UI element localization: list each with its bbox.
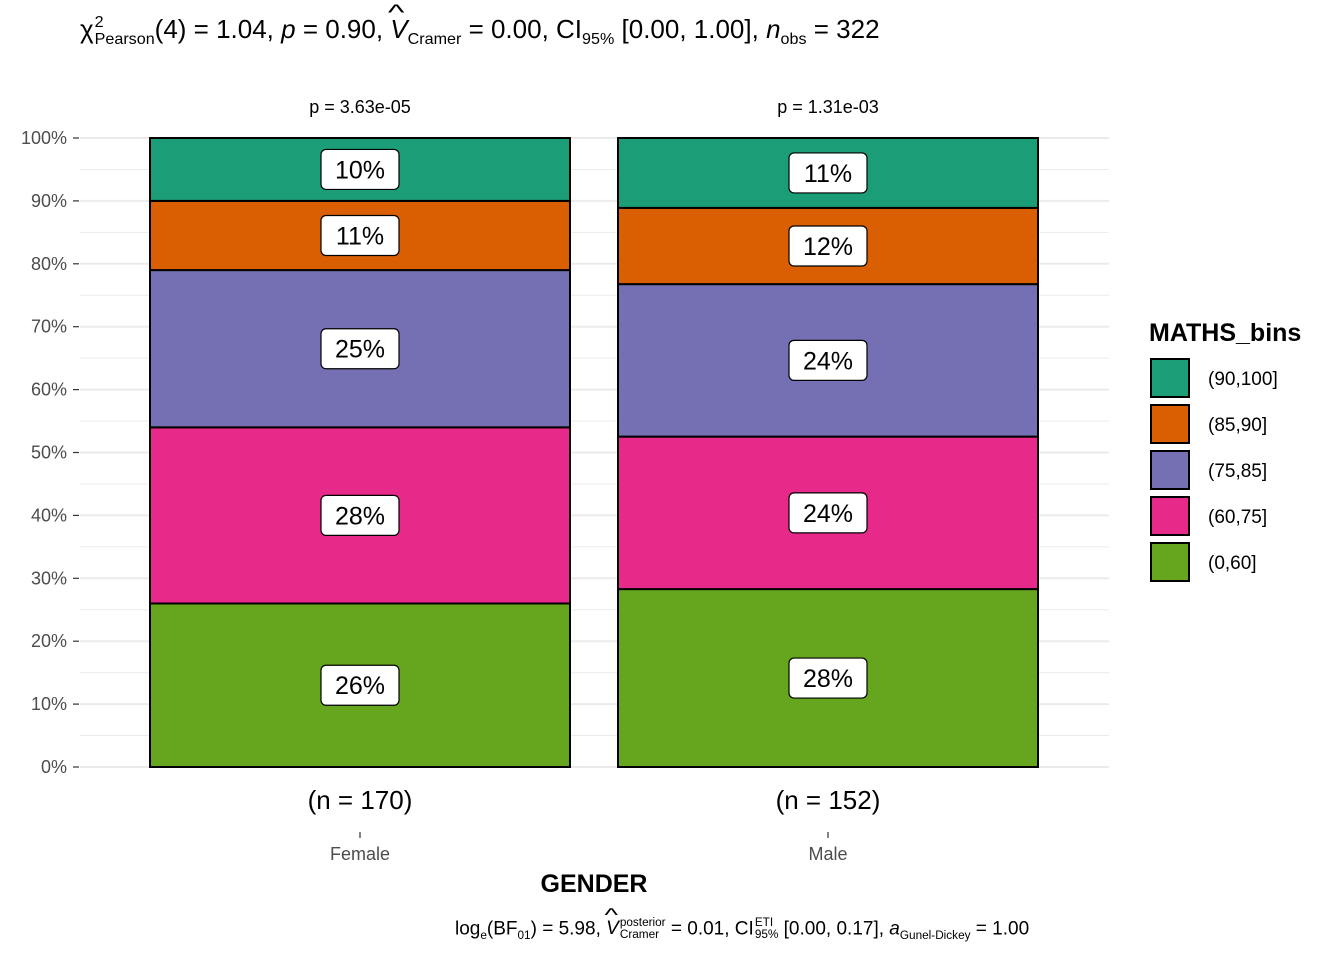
legend-swatch [1150, 542, 1190, 582]
chi-symbol: χ [80, 13, 94, 44]
legend-label: (75,85] [1208, 461, 1268, 482]
y-axis: 0% 10% 20% 30% 40% 50% 60% 70% 80% 90% 100% [21, 128, 79, 777]
legend-item: (60,75] [1150, 496, 1340, 540]
x-axis-title: GENDER [541, 870, 648, 898]
y-tick-label: 30% [31, 568, 67, 588]
legend-swatch [1150, 450, 1190, 490]
data-label-box [320, 494, 400, 536]
category-count: (n = 170) [308, 785, 413, 815]
legend-swatch [1150, 404, 1190, 444]
title-n-value: = 322 [806, 13, 880, 44]
cap-bf-value: ) = 5.98, [530, 918, 607, 940]
title-v-sub: Cramer [407, 29, 462, 48]
data-label-box [320, 664, 400, 706]
data-label-box [788, 492, 868, 534]
cap-v-value: = 0.01, CI [665, 918, 754, 940]
data-label-box [788, 339, 868, 381]
data-label: 24% [803, 500, 853, 528]
x-axis: p = 3.63e-05 (n = 170) Female p = 1.31e-03 (… [308, 97, 881, 898]
title-v-value: = 0.00, CI [461, 13, 583, 44]
data-label: 12% [803, 233, 853, 261]
legend-item: (85,90] [1150, 404, 1340, 448]
data-label: 28% [803, 665, 853, 693]
legend-item: (75,85] [1150, 450, 1340, 494]
cap-bf: (BF [486, 918, 518, 940]
title-ci-sub: 95% [582, 29, 615, 48]
legend-label: (85,90] [1208, 415, 1268, 436]
data-labels: 26% 28% 25% 11% 10% 28% 24% 24% 12% 11% [320, 148, 868, 706]
legend-title: MATHS_bins [1149, 319, 1302, 347]
data-label-box [320, 214, 400, 257]
cap-a-sub: Gunel-Dickey [899, 929, 971, 943]
cap-a-value: = 1.00 [970, 918, 1030, 940]
data-label-box [320, 148, 400, 191]
category-pvalue: p = 1.31e-03 [777, 97, 879, 117]
y-tick-label: 40% [31, 505, 67, 525]
category-count: (n = 152) [776, 785, 881, 815]
chi-sub: Pearson [94, 29, 155, 48]
y-tick-label: 100% [21, 128, 67, 148]
legend-swatch [1150, 358, 1190, 398]
data-label: 26% [335, 672, 385, 700]
y-tick-label: 20% [31, 631, 67, 651]
cap-ci-sup: ETI [754, 916, 774, 929]
y-tick-label: 70% [31, 317, 67, 337]
bars [149, 137, 1039, 769]
category-pvalue: p = 3.63e-05 [309, 97, 411, 117]
data-label: 24% [803, 347, 853, 375]
y-tick-label: 60% [31, 380, 67, 400]
data-label-box [320, 328, 400, 370]
y-tick-label: 0% [41, 757, 67, 777]
title-ci-value: [0.00, 1.00], [614, 13, 767, 44]
y-tick-label: 50% [31, 443, 67, 463]
chi-sup: 2 [94, 13, 104, 31]
data-label: 11% [804, 160, 852, 188]
data-label: 28% [335, 502, 385, 530]
data-label: 10% [335, 156, 385, 184]
cap-ci-sub: 95% [754, 928, 779, 942]
title-v-label: V [390, 16, 407, 42]
title-p-value: = 0.90, [295, 13, 391, 44]
title-n-sub: obs [780, 29, 807, 48]
legend-item: (90,100] [1150, 358, 1340, 402]
legend-label: (60,75] [1208, 507, 1268, 528]
data-label-box [788, 657, 868, 699]
legend-item: (0,60] [1150, 542, 1340, 586]
title-df: (4) = 1.04, [154, 13, 282, 44]
legend-label: (90,100] [1208, 369, 1278, 390]
cap-log-sub: e [480, 929, 487, 943]
cap-v-label: V [606, 919, 619, 938]
x-tick-label: Female [330, 844, 390, 864]
x-tick-label: Male [808, 844, 847, 864]
legend-swatch [1150, 496, 1190, 536]
y-tick-label: 10% [31, 694, 67, 714]
data-label: 11% [336, 222, 384, 250]
legend-label: (0,60] [1208, 553, 1257, 574]
cap-a-label: a [889, 918, 900, 940]
title-n-label: n [766, 13, 781, 44]
y-tick-label: 90% [31, 191, 67, 211]
cap-ci-value: [0.00, 0.17], [778, 918, 890, 940]
cap-v-sup: posterior [619, 916, 666, 929]
cap-log: log [455, 918, 481, 940]
cap-v-sub: Cramer [619, 928, 660, 942]
y-tick-label: 80% [31, 254, 67, 274]
data-label-box [788, 152, 868, 194]
data-label: 25% [335, 336, 385, 364]
cap-bf-sub: 01 [517, 929, 531, 943]
title-p-label: p [281, 13, 296, 44]
data-label-box [788, 225, 868, 267]
